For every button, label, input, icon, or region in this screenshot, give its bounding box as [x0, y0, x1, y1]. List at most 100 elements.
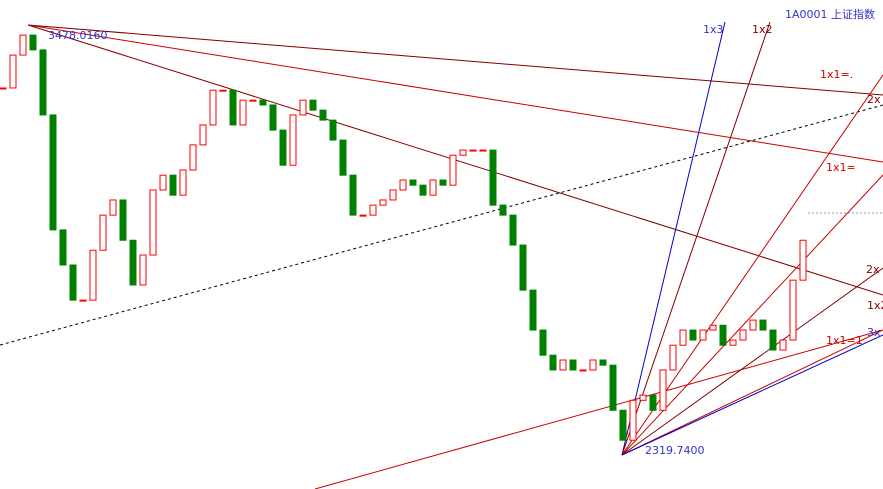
fan-line [621, 21, 726, 456]
candle [689, 329, 697, 341]
candle [459, 149, 467, 156]
candle [559, 359, 567, 371]
candle [569, 359, 577, 371]
candle [649, 394, 657, 411]
candle [339, 139, 347, 176]
candle [429, 179, 437, 196]
candle [619, 409, 627, 441]
candle [769, 329, 777, 351]
candle [609, 364, 617, 411]
candle [89, 249, 97, 301]
annotation: 1x3 [703, 23, 724, 36]
candle [49, 114, 57, 231]
candle [449, 154, 457, 186]
candle [739, 329, 747, 341]
candle [9, 54, 17, 89]
candle [309, 99, 317, 111]
candle [209, 89, 217, 126]
candle [179, 169, 187, 196]
candle [799, 239, 807, 281]
candle [699, 329, 707, 341]
trend-line [0, 104, 883, 346]
candle [779, 339, 787, 351]
candle [749, 319, 757, 331]
chart-title: 1A0001 上证指数 [785, 7, 875, 21]
candle [0, 87, 7, 90]
candle [469, 149, 477, 152]
trend-line [314, 329, 883, 489]
candle [499, 204, 507, 216]
fan-line [621, 329, 883, 456]
annotation: 1x1=1. [826, 334, 866, 347]
candle [19, 34, 27, 56]
annotation: 1x2 [867, 299, 883, 312]
candle [99, 214, 107, 251]
fan-line [621, 334, 883, 456]
candle [579, 369, 587, 372]
candle [239, 99, 247, 126]
annotation: 2319.7400 [645, 444, 705, 457]
candle [329, 119, 337, 141]
candle [249, 99, 257, 102]
candle [169, 174, 177, 196]
annotation: 3x [867, 326, 881, 339]
candle [119, 199, 127, 241]
candle [629, 399, 637, 441]
fan-line [621, 21, 771, 456]
candle [589, 359, 597, 371]
candle [129, 239, 137, 286]
candle [289, 114, 297, 166]
candle [109, 199, 117, 216]
candle [189, 144, 197, 171]
annotation: 2x [867, 93, 881, 106]
candle [659, 369, 667, 411]
candle [489, 149, 497, 206]
candle [319, 109, 327, 121]
candle [519, 244, 527, 291]
candle [359, 214, 367, 217]
candle [399, 179, 407, 191]
trend-line [27, 24, 883, 96]
candle [69, 264, 77, 301]
candle [479, 149, 487, 152]
annotation: 3478.0160 [48, 29, 108, 42]
candle [379, 199, 387, 206]
candle [299, 99, 307, 116]
candle [709, 324, 717, 331]
candle [199, 124, 207, 146]
candle [149, 189, 157, 256]
candle [269, 104, 277, 131]
candle [29, 34, 37, 51]
candle [59, 229, 67, 266]
candle [139, 254, 147, 286]
candle [509, 214, 517, 246]
candle [419, 184, 427, 196]
annotation: 1x1=. [820, 68, 853, 81]
candle [719, 324, 727, 346]
candle [639, 394, 647, 401]
candle [679, 329, 687, 346]
candle [409, 179, 417, 186]
candle [549, 354, 557, 371]
fan-line [621, 267, 883, 456]
candle [439, 179, 447, 186]
annotation: 1x1= [826, 161, 856, 174]
candle [39, 49, 47, 116]
candle [229, 89, 237, 126]
annotation: 2x [866, 263, 880, 276]
candle [529, 289, 537, 331]
candle [79, 299, 87, 302]
candle [669, 344, 677, 371]
annotation: 1x2 [752, 23, 773, 36]
candle [279, 129, 287, 166]
candle [599, 359, 607, 366]
candle [789, 279, 797, 341]
candle [369, 204, 377, 216]
candle [729, 339, 737, 346]
candle [539, 329, 547, 356]
candle [259, 99, 267, 106]
candle [159, 174, 167, 191]
